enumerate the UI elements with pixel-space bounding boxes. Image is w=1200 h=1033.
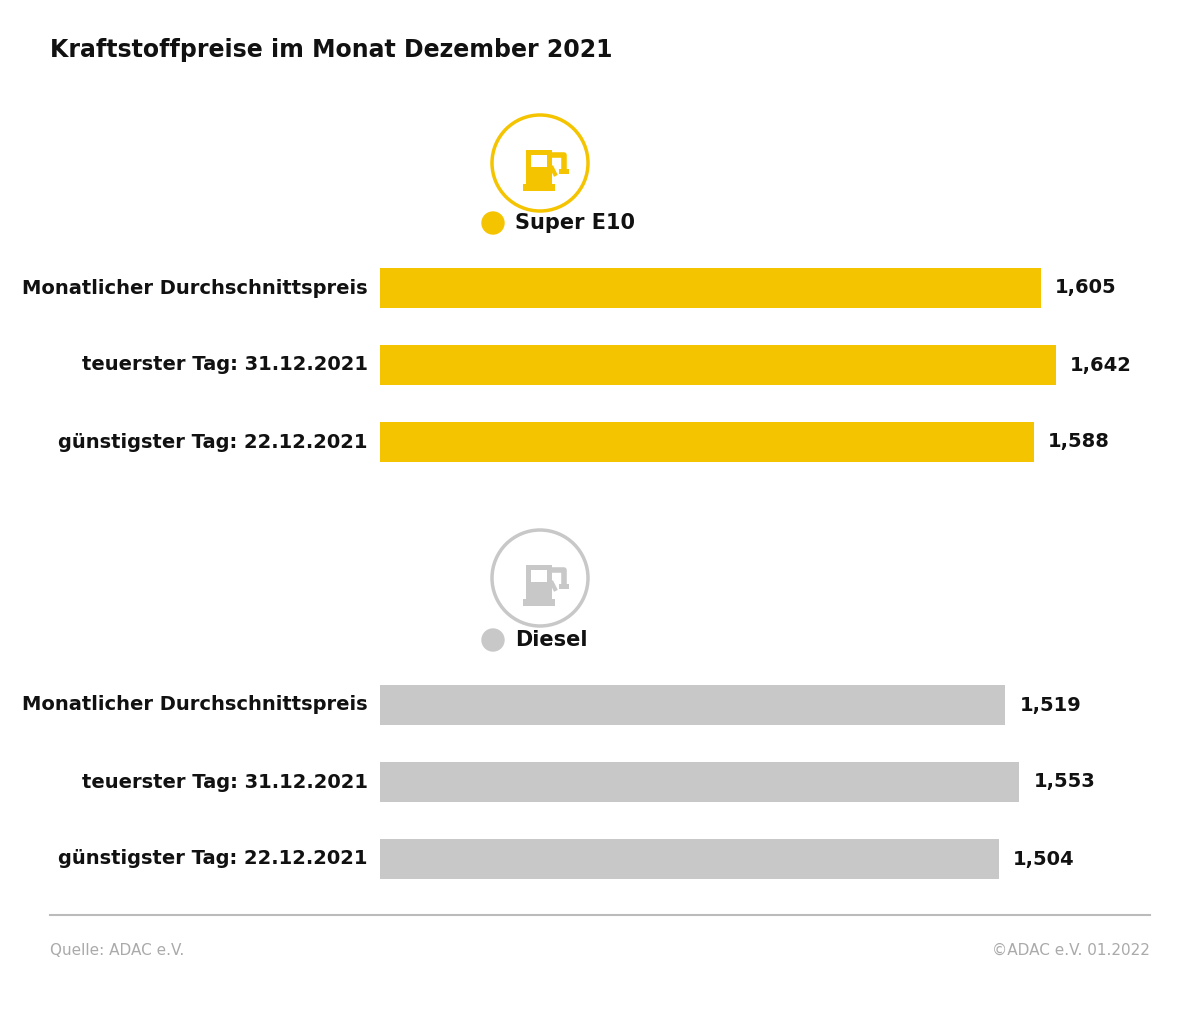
Text: 1,504: 1,504 [1013,849,1075,869]
Text: 1,642: 1,642 [1070,355,1132,375]
Text: günstigster Tag: 22.12.2021: günstigster Tag: 22.12.2021 [59,849,368,869]
Text: 1,553: 1,553 [1033,773,1096,791]
Bar [380,685,1006,725]
Text: Monatlicher Durchschnittspreis: Monatlicher Durchschnittspreis [23,695,368,715]
Bar [526,565,552,599]
Bar [526,150,552,184]
Text: 1,605: 1,605 [1055,279,1116,298]
Text: teuerster Tag: 31.12.2021: teuerster Tag: 31.12.2021 [82,773,368,791]
Text: Quelle: ADAC e.V.: Quelle: ADAC e.V. [50,943,185,958]
Bar [380,839,1000,879]
Text: 1,588: 1,588 [1048,433,1110,451]
Text: Diesel: Diesel [515,630,588,650]
Text: 1,519: 1,519 [1020,695,1081,715]
Circle shape [482,212,504,234]
Circle shape [482,629,504,651]
Text: Kraftstoffpreise im Monat Dezember 2021: Kraftstoffpreise im Monat Dezember 2021 [50,38,612,62]
Text: Super E10: Super E10 [515,213,635,233]
Bar [530,155,547,167]
Bar [380,345,1056,385]
Bar [523,184,554,191]
Bar [380,422,1034,462]
Bar [559,169,569,174]
Text: ©ADAC e.V. 01.2022: ©ADAC e.V. 01.2022 [992,943,1150,958]
Text: teuerster Tag: 31.12.2021: teuerster Tag: 31.12.2021 [82,355,368,375]
Bar [380,268,1040,308]
Text: günstigster Tag: 22.12.2021: günstigster Tag: 22.12.2021 [59,433,368,451]
Text: Monatlicher Durchschnittspreis: Monatlicher Durchschnittspreis [23,279,368,298]
Bar [559,584,569,589]
Bar [530,570,547,582]
Bar [380,762,1020,802]
Bar [523,599,554,606]
